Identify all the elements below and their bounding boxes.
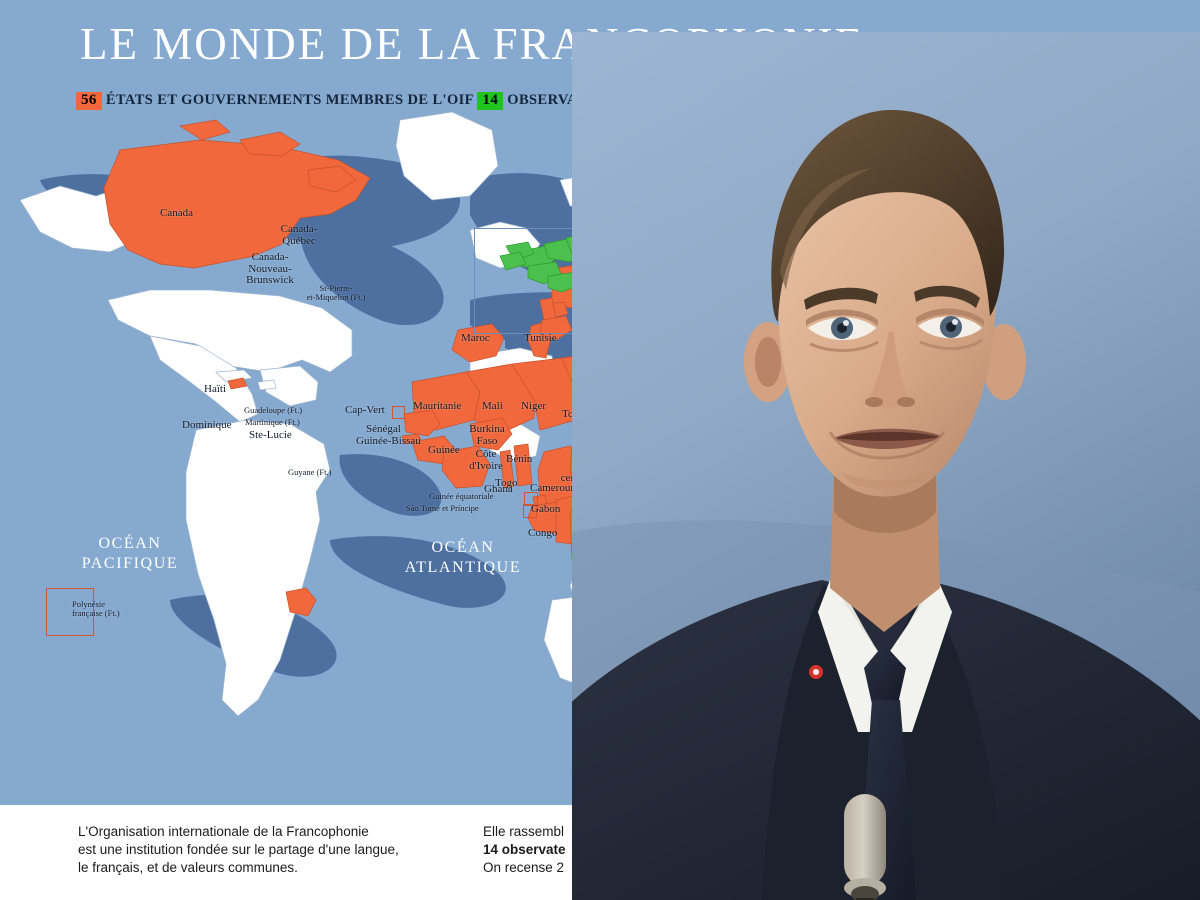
footer-col2-line1: Elle rassembl bbox=[483, 824, 565, 839]
macron-photo bbox=[572, 32, 1200, 900]
footer-col1-line3: le français, et de valeurs communes. bbox=[78, 860, 298, 875]
ocean-label-atlantique: OCÉAN ATLANTIQUE bbox=[388, 538, 538, 578]
legend-observers-badge: 14 bbox=[477, 92, 504, 110]
legend-members-badge: 56 bbox=[76, 92, 102, 110]
microphone bbox=[844, 794, 886, 900]
ocean-atlantique-line1: OCÉAN bbox=[431, 539, 495, 556]
terr-box-polynesie bbox=[46, 588, 94, 636]
footer-column-2: Elle rassembl 14 observate On recense 2 bbox=[483, 823, 633, 877]
macron-photo-svg bbox=[572, 32, 1200, 900]
terr-box-capvert bbox=[392, 406, 405, 419]
ocean-label-pacifique: OCÉAN PACIFIQUE bbox=[60, 534, 200, 574]
footer-column-1: L'Organisation internationale de la Fran… bbox=[78, 823, 428, 877]
legend-members-text: ÉTATS ET GOUVERNEMENTS MEMBRES DE L'OIF bbox=[105, 92, 474, 108]
ocean-pacifique-line2: PACIFIQUE bbox=[81, 555, 179, 572]
ocean-atlantique-line2: ATLANTIQUE bbox=[404, 559, 522, 576]
footer-col2-line3: On recense 2 bbox=[483, 860, 565, 875]
terr-box-guinee-eq bbox=[524, 492, 538, 506]
footer-col1-line1: L'Organisation internationale de la Fran… bbox=[78, 824, 369, 839]
terr-box-saotome bbox=[523, 504, 537, 518]
legend: 56 ÉTATS ET GOUVERNEMENTS MEMBRES DE L'O… bbox=[76, 92, 627, 110]
footer-col2-line2: 14 observate bbox=[483, 842, 566, 857]
ocean-pacifique-line1: OCÉAN bbox=[98, 535, 162, 552]
footer-col1-line2: est une institution fondée sur le partag… bbox=[78, 842, 399, 857]
